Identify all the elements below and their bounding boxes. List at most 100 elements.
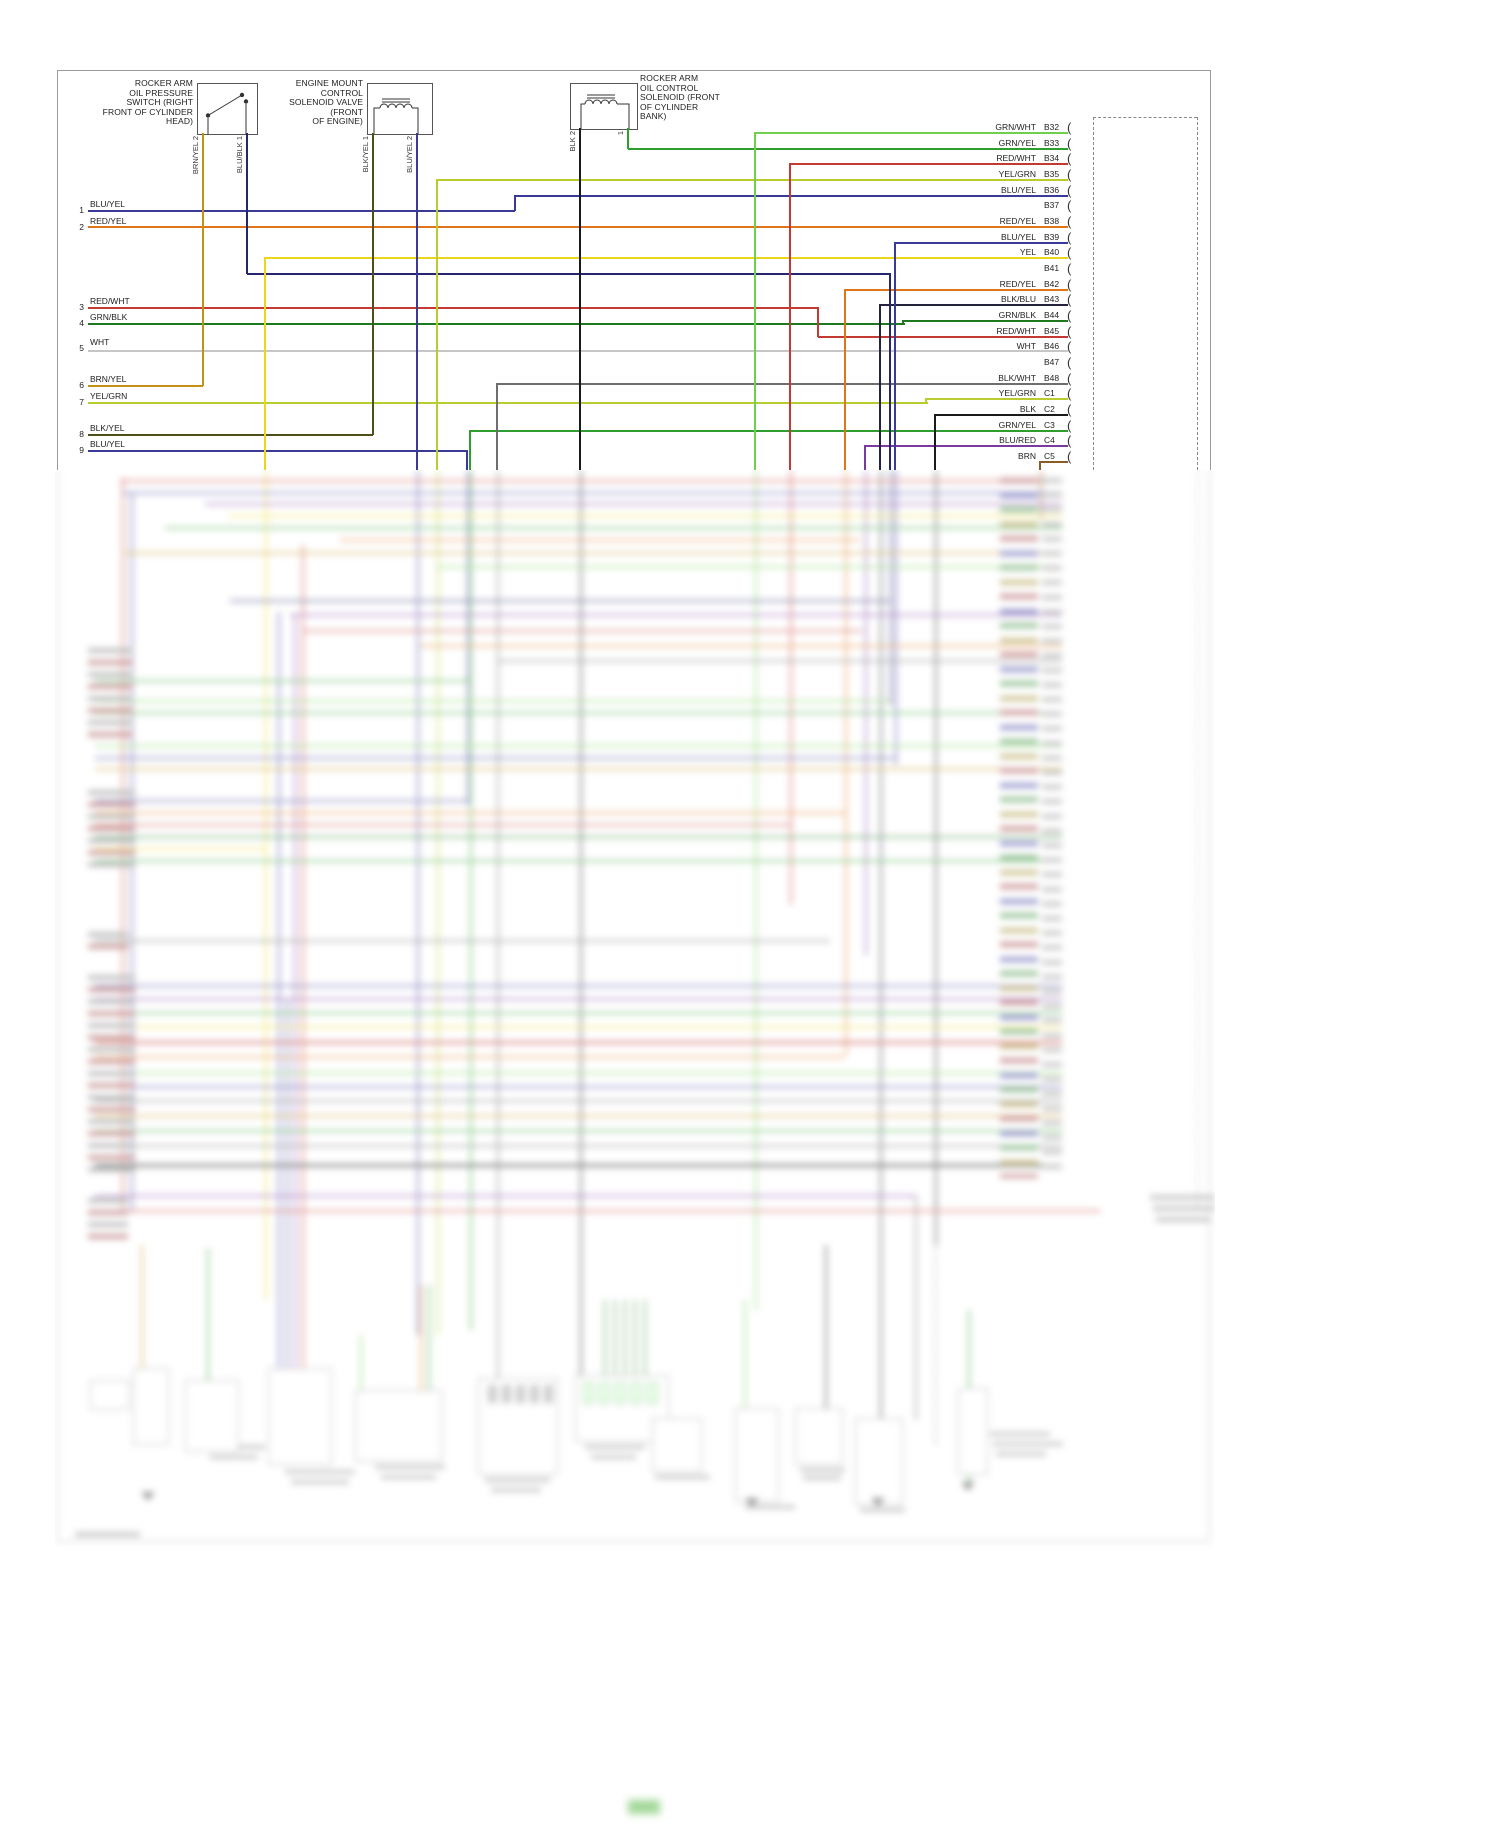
wire-color-label: BLK/WHT xyxy=(998,373,1036,383)
wire-v xyxy=(894,242,896,470)
pin-id: B32 xyxy=(1044,122,1060,132)
left-pin-row: 2 RED/YEL xyxy=(70,216,190,232)
wire-h xyxy=(88,385,203,387)
connector-boundary-dash xyxy=(1197,117,1198,470)
wire-color-label: GRN/WHT xyxy=(995,122,1036,132)
blur-component-box xyxy=(735,1408,779,1502)
wire-h xyxy=(845,289,1068,291)
blur-connector-pin xyxy=(502,1385,511,1403)
wire-v xyxy=(934,414,936,470)
connector-row: RED/WHT B45 ( xyxy=(930,324,1080,339)
wire-h xyxy=(265,257,1068,259)
pin-number: 9 xyxy=(79,445,84,455)
connector-bracket: ( xyxy=(1067,167,1072,182)
wire-color-label: BLU/YEL xyxy=(1001,185,1036,195)
blur-relay-pin xyxy=(615,1382,626,1404)
wire-color-label: RED/WHT xyxy=(996,326,1036,336)
page-artifact xyxy=(628,1800,660,1814)
pin-label-brn-yel-2: BRN/YEL 2 xyxy=(191,136,200,175)
connector-bracket: ( xyxy=(1067,386,1072,401)
pin-id: B35 xyxy=(1044,169,1060,179)
wire-v xyxy=(879,304,881,470)
label-line: SOLENOID VALVE xyxy=(289,97,363,108)
connector-boundary-dash xyxy=(1093,117,1094,470)
connector-row: RED/YEL B42 ( xyxy=(930,277,1080,292)
left-pin-row: 4 GRN/BLK xyxy=(70,312,190,328)
pin-id: B41 xyxy=(1044,263,1060,273)
wire-v xyxy=(246,133,248,274)
connector-row: BLU/YEL B39 ( xyxy=(930,230,1080,245)
connector-bracket: ( xyxy=(1067,120,1072,135)
wire-color-label: WHT xyxy=(90,337,110,347)
label-line: CONTROL xyxy=(320,87,363,98)
wire-h xyxy=(88,210,515,212)
pin-id: B42 xyxy=(1044,279,1060,289)
wire-v xyxy=(466,450,468,470)
pin-id: C3 xyxy=(1044,420,1055,430)
connector-bracket: ( xyxy=(1067,245,1072,260)
wire-color-label: YEL/GRN xyxy=(998,388,1036,398)
oil-control-solenoid-box xyxy=(570,83,638,130)
ground-symbol-icon xyxy=(745,1498,759,1507)
wire-h xyxy=(88,350,1068,352)
wire-color-label: WHT xyxy=(1016,341,1036,351)
connector-row: BRN C5 ( xyxy=(930,449,1080,464)
wire-v xyxy=(436,179,438,470)
connector-bracket: ( xyxy=(1067,449,1072,464)
solenoid-coil-icon xyxy=(580,94,630,129)
connector-bracket: ( xyxy=(1067,324,1072,339)
pin-number: 8 xyxy=(79,429,84,439)
wire-color-label: BLU/YEL xyxy=(1001,232,1036,242)
label-line: ROCKER ARM xyxy=(640,73,699,83)
label-line: OIL PRESSURE xyxy=(129,87,193,98)
pin-label-blu-yel-2: BLU/YEL 2 xyxy=(405,136,414,173)
engine-mount-solenoid-box xyxy=(367,83,433,135)
blur-left-labels xyxy=(88,975,135,1177)
connector-row: BLK C2 ( xyxy=(930,402,1080,417)
blur-connector-pin xyxy=(516,1385,525,1403)
blur-component-box xyxy=(133,1368,169,1445)
wire-v xyxy=(514,195,516,211)
pin-id: B40 xyxy=(1044,247,1060,257)
connector-bracket: ( xyxy=(1067,261,1072,276)
wire-v xyxy=(889,273,891,470)
pin-id: C5 xyxy=(1044,451,1055,461)
connector-bracket: ( xyxy=(1067,230,1072,245)
label-line: ENGINE MOUNT xyxy=(295,78,363,88)
pin-id: C4 xyxy=(1044,435,1055,445)
pin-label-1: 1 xyxy=(616,131,625,136)
connector-row: B37 ( xyxy=(930,198,1080,213)
wire-v xyxy=(844,289,846,470)
wire-color-label: BRN/YEL xyxy=(90,374,127,384)
wire-h xyxy=(935,414,1068,416)
connector-bracket: ( xyxy=(1067,402,1072,417)
component-label-pressure-switch: ROCKER ARM OIL PRESSURE SWITCH (RIGHT FR… xyxy=(83,78,193,127)
wire-h xyxy=(880,304,1068,306)
label-line: ROCKER ARM xyxy=(134,78,193,88)
blur-relay-pin xyxy=(599,1382,610,1404)
left-pin-row: 9 BLU/YEL xyxy=(70,439,190,455)
pin-id: B43 xyxy=(1044,294,1060,304)
pin-id: B36 xyxy=(1044,185,1060,195)
ground-symbol-icon xyxy=(141,1492,155,1501)
connector-row: WHT B46 ( xyxy=(930,339,1080,354)
pin-id: B34 xyxy=(1044,153,1060,163)
connector-row: GRN/BLK B44 ( xyxy=(930,308,1080,323)
pin-id: B46 xyxy=(1044,341,1060,351)
wire-v xyxy=(789,163,791,470)
connector-row: YEL B40 ( xyxy=(930,245,1080,260)
wire-v xyxy=(864,445,866,470)
blur-connector-pin xyxy=(488,1385,497,1403)
connector-bracket: ( xyxy=(1067,433,1072,448)
label-line: BANK) xyxy=(640,111,667,122)
wire-v xyxy=(264,257,266,470)
left-pin-row: 3 RED/WHT xyxy=(70,296,190,312)
wire-color-label: GRN/BLK xyxy=(998,310,1036,320)
wire-v xyxy=(372,133,374,435)
blur-component-box xyxy=(185,1380,239,1452)
blurred-diagram-region xyxy=(55,470,1215,1550)
blur-component-box xyxy=(795,1408,843,1465)
pin-label-blk-yel-1: BLK/YEL 1 xyxy=(361,136,370,173)
label-line: (FRONT xyxy=(330,106,363,117)
